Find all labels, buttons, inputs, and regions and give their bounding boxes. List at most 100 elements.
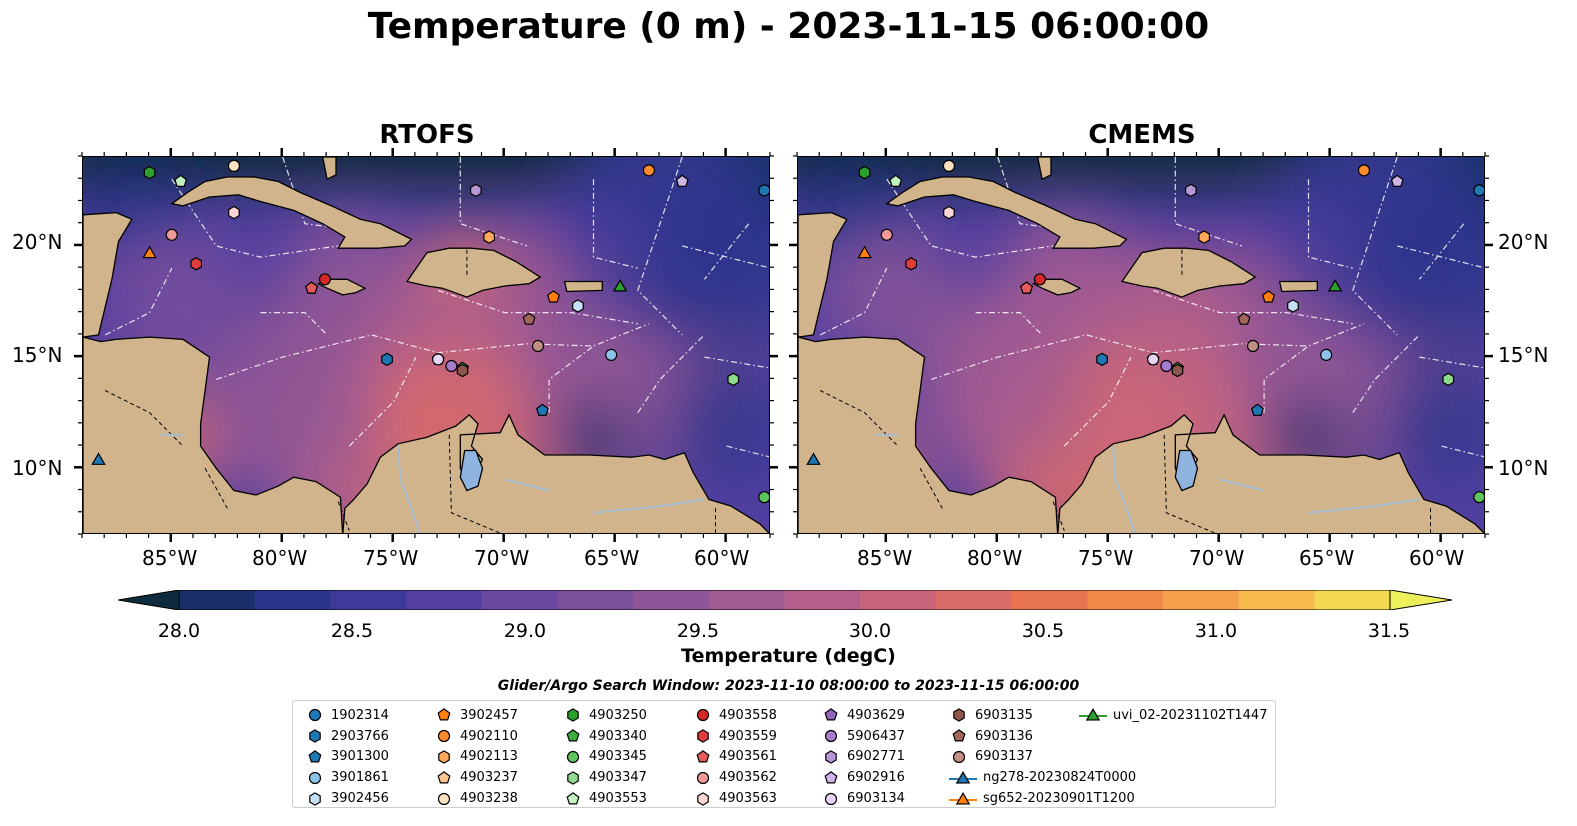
- legend-marker[interactable]: [437, 708, 451, 721]
- figure-title: Temperature (0 m) - 2023-11-15 06:00:00: [367, 6, 1210, 47]
- legend-marker[interactable]: [567, 770, 579, 785]
- platform-marker-4903562[interactable]: [880, 228, 893, 241]
- platform-marker-4903558[interactable]: [1033, 273, 1047, 286]
- platform-marker-4903559[interactable]: [905, 257, 918, 271]
- legend-marker[interactable]: [824, 770, 838, 784]
- platform-marker-5906437[interactable]: [1160, 359, 1173, 373]
- legend-marker[interactable]: [309, 729, 321, 743]
- legend-marker[interactable]: [696, 750, 710, 763]
- platform-marker-4903347[interactable]: [727, 372, 740, 387]
- platform-marker-3901861[interactable]: [605, 348, 618, 361]
- platform-marker-4903553[interactable]: [174, 174, 188, 187]
- legend-label: 3901861: [331, 770, 389, 786]
- platform-marker-5906437[interactable]: [445, 359, 458, 373]
- legend-label: 4903250: [589, 707, 647, 723]
- platform-marker-4903553[interactable]: [889, 174, 903, 187]
- legend-marker[interactable]: [952, 729, 966, 742]
- legend-marker[interactable]: [308, 709, 322, 722]
- platform-marker-4902110[interactable]: [1357, 164, 1371, 177]
- platform-marker-4903558[interactable]: [318, 273, 332, 286]
- platform-marker-3902457[interactable]: [1261, 290, 1276, 303]
- platform-marker-6902916[interactable]: [675, 174, 689, 187]
- platform-marker-uvi_02-20231102T1447[interactable]: [612, 279, 628, 292]
- platform-marker-6902916[interactable]: [1390, 174, 1404, 187]
- platform-marker-2903766[interactable]: [1096, 352, 1108, 367]
- platform-marker-6902771[interactable]: [470, 183, 482, 198]
- legend-label: 3901300: [331, 749, 389, 765]
- legend-marker[interactable]: [952, 750, 966, 764]
- legend-marker[interactable]: [955, 770, 971, 784]
- platform-marker-4902113[interactable]: [1198, 230, 1210, 244]
- platform-marker-4903238[interactable]: [942, 159, 956, 172]
- platform-marker-6903136[interactable]: [522, 312, 536, 325]
- platform-marker-6903135[interactable]: [456, 363, 469, 378]
- platform-marker-1902314[interactable]: [1473, 184, 1485, 197]
- platform-marker-6903136[interactable]: [1237, 312, 1251, 325]
- legend-marker[interactable]: [437, 792, 451, 805]
- platform-marker-3901300[interactable]: [535, 403, 549, 416]
- platform-marker-4903561[interactable]: [1020, 281, 1034, 294]
- platform-marker-6903134[interactable]: [1146, 353, 1160, 366]
- platform-marker-3902456[interactable]: [1287, 299, 1299, 313]
- legend-marker[interactable]: [697, 791, 709, 806]
- map-panel-rtofs[interactable]: [82, 156, 770, 534]
- platform-marker-1902314[interactable]: [758, 184, 770, 197]
- land-hispaniola: [405, 247, 542, 298]
- legend-marker[interactable]: [696, 771, 710, 784]
- platform-marker-4903345[interactable]: [1473, 491, 1485, 504]
- legend-marker[interactable]: [438, 750, 450, 764]
- legend-marker[interactable]: [566, 729, 580, 742]
- platform-marker-6903137[interactable]: [531, 339, 545, 353]
- legend-marker[interactable]: [824, 730, 838, 743]
- legend-marker[interactable]: [955, 791, 971, 805]
- legend-marker[interactable]: [308, 750, 322, 763]
- platform-marker-4903559[interactable]: [190, 257, 203, 271]
- lat-label: 20°N: [12, 230, 63, 254]
- platform-marker-3902456[interactable]: [572, 299, 584, 313]
- legend-marker[interactable]: [1085, 708, 1101, 721]
- legend-marker[interactable]: [566, 750, 580, 764]
- platform-marker-3901861[interactable]: [1320, 348, 1333, 361]
- platform-marker-4902110[interactable]: [642, 164, 656, 177]
- legend-item: 4903238: [434, 788, 518, 809]
- legend-marker[interactable]: [437, 730, 451, 743]
- legend-marker[interactable]: [825, 750, 837, 764]
- legend-label: 4903561: [719, 749, 777, 765]
- legend-marker[interactable]: [437, 770, 451, 784]
- legend-marker[interactable]: [566, 791, 580, 805]
- legend-marker[interactable]: [308, 771, 322, 784]
- legend-marker[interactable]: [824, 792, 838, 805]
- platform-marker-sg652-20230901T1200[interactable]: [857, 245, 872, 259]
- platform-marker-ng278-20230824T0000[interactable]: [91, 452, 106, 465]
- platform-marker-6903134[interactable]: [431, 353, 445, 366]
- legend-marker[interactable]: [697, 729, 709, 743]
- legend-marker[interactable]: [567, 708, 579, 723]
- platform-marker-4902113[interactable]: [483, 230, 495, 244]
- legend-label: ng278-20230824T0000: [983, 770, 1137, 786]
- platform-marker-6903137[interactable]: [1246, 339, 1260, 353]
- platform-marker-4903238[interactable]: [227, 159, 241, 172]
- platform-marker-4903347[interactable]: [1442, 372, 1455, 387]
- legend-column: 1902314 2903766 3901300 3901861 3902456: [305, 705, 389, 809]
- platform-marker-3901300[interactable]: [1250, 403, 1264, 416]
- platform-marker-sg652-20230901T1200[interactable]: [142, 245, 157, 259]
- platform-marker-4903562[interactable]: [165, 228, 178, 241]
- platform-marker-4903563[interactable]: [943, 205, 955, 220]
- platform-marker-ng278-20230824T0000[interactable]: [806, 452, 821, 465]
- platform-marker-4903561[interactable]: [305, 281, 319, 294]
- platform-marker-6902771[interactable]: [1185, 183, 1197, 198]
- platform-marker-4903345[interactable]: [758, 491, 770, 504]
- map-panel-cmems[interactable]: [797, 156, 1485, 534]
- legend-marker[interactable]: [696, 709, 710, 722]
- legend-marker[interactable]: [953, 708, 965, 723]
- legend-marker[interactable]: [824, 708, 838, 721]
- platform-marker-4903250[interactable]: [858, 165, 871, 180]
- platform-marker-6903135[interactable]: [1171, 363, 1184, 378]
- legend-marker[interactable]: [309, 791, 321, 806]
- platform-marker-2903766[interactable]: [381, 352, 393, 367]
- platform-markers: [91, 159, 770, 504]
- platform-marker-uvi_02-20231102T1447[interactable]: [1327, 279, 1343, 292]
- platform-marker-4903563[interactable]: [228, 205, 240, 220]
- platform-marker-3902457[interactable]: [546, 290, 561, 303]
- platform-marker-4903250[interactable]: [143, 165, 156, 180]
